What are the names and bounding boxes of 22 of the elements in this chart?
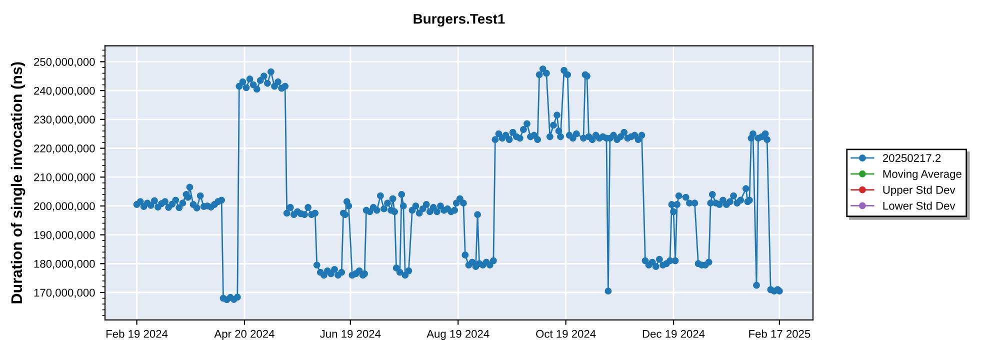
- y-tick-label: 190,000,000: [34, 231, 95, 240]
- x-tick-label: Oct 19 2024: [536, 330, 596, 338]
- x-tick-label: Dec 19 2024: [642, 330, 705, 338]
- y-axis-title: Duration of single invocation (ns): [10, 62, 26, 304]
- legend-label: 20250217.2: [882, 154, 941, 162]
- legend-label: Upper Std Dev: [883, 186, 956, 196]
- y-tick-label: 230,000,000: [34, 116, 95, 125]
- x-tick-label: Jun 19 2024: [320, 330, 381, 338]
- legend-label: Lower Std Dev: [883, 202, 956, 210]
- y-tick-label: 170,000,000: [34, 288, 95, 298]
- y-tick-label: 220,000,000: [34, 144, 95, 154]
- y-tick-label: 210,000,000: [34, 173, 95, 183]
- legend-label: Moving Average: [883, 170, 962, 180]
- x-tick-label: Feb 19 2024: [106, 330, 168, 338]
- chart-title: Burgers.Test1: [414, 14, 505, 27]
- y-tick-label: 240,000,000: [34, 86, 95, 96]
- x-tick-label: Aug 19 2024: [426, 330, 490, 340]
- x-tick-label: Apr 20 2024: [214, 330, 274, 340]
- y-tick-label: 250,000,000: [34, 58, 95, 68]
- y-tick-label: 200,000,000: [34, 202, 95, 212]
- y-tick-label: 180,000,000: [34, 260, 95, 270]
- x-tick-label: Feb 17 2025: [749, 330, 810, 338]
